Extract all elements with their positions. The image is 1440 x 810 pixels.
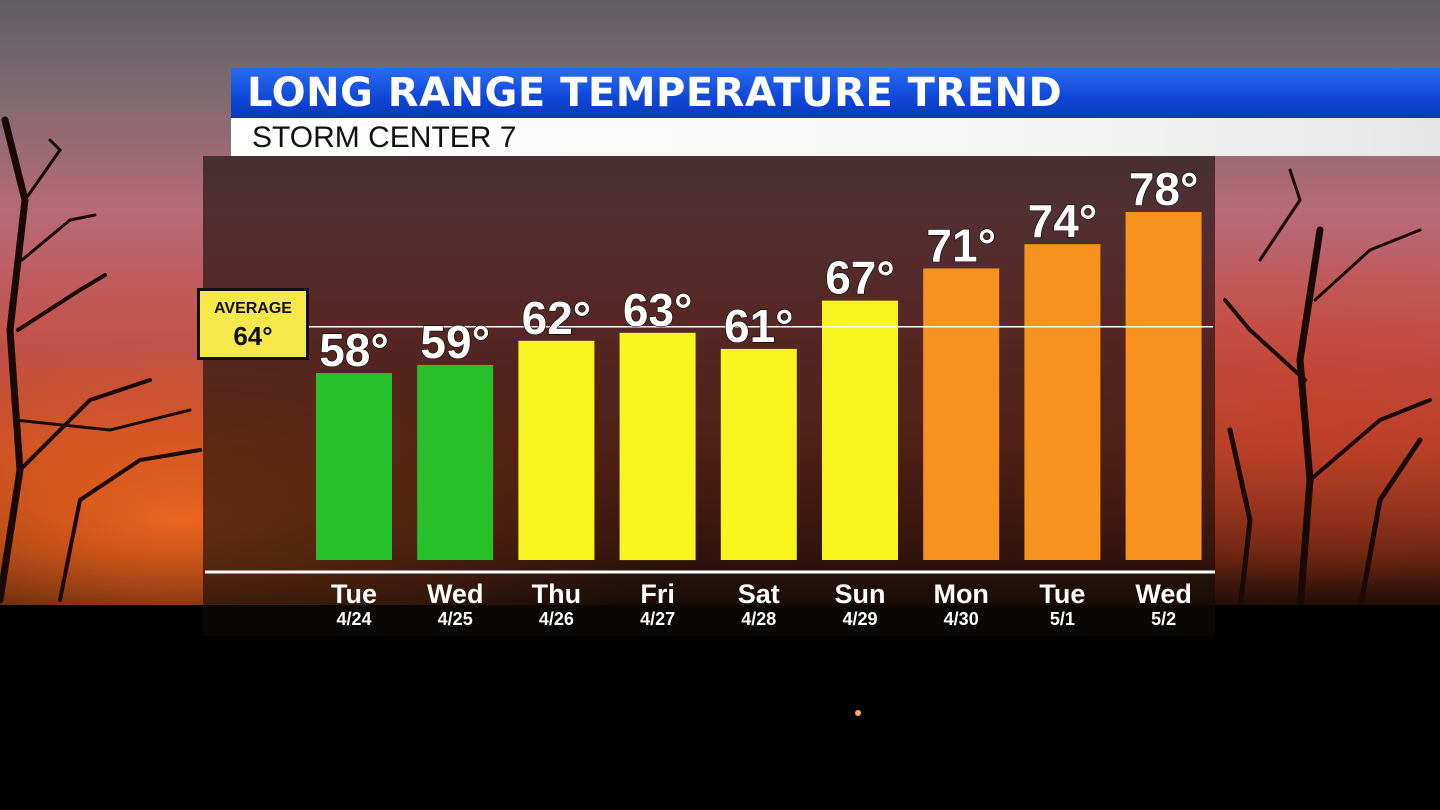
bar-value-label-7: 71° xyxy=(926,219,996,271)
bar-5 xyxy=(720,348,797,560)
day-label-1: Tue xyxy=(331,579,377,609)
average-badge: AVERAGE 64° xyxy=(197,288,309,360)
bar-value-label-3: 62° xyxy=(522,292,592,344)
date-label-4: 4/27 xyxy=(640,609,675,629)
bar-value-label-9: 78° xyxy=(1129,163,1199,215)
bar-8 xyxy=(1024,244,1101,560)
date-label-6: 4/29 xyxy=(842,609,877,629)
title-bar: LONG RANGE TEMPERATURE TREND xyxy=(231,68,1440,118)
bar-value-label-8: 74° xyxy=(1028,195,1098,247)
day-label-7: Mon xyxy=(933,579,988,609)
bar-7 xyxy=(923,268,1000,560)
bar-value-label-6: 67° xyxy=(825,252,895,304)
day-label-6: Sun xyxy=(835,579,886,609)
average-label: AVERAGE xyxy=(214,300,292,317)
page-title: LONG RANGE TEMPERATURE TREND xyxy=(247,70,1063,116)
average-value: 64° xyxy=(233,321,273,351)
day-label-9: Wed xyxy=(1135,579,1192,609)
bar-value-label-2: 59° xyxy=(420,316,490,368)
date-label-9: 5/2 xyxy=(1151,609,1176,629)
date-label-5: 4/28 xyxy=(741,609,776,629)
bar-9 xyxy=(1125,212,1202,560)
day-label-4: Fri xyxy=(640,579,675,609)
day-label-8: Tue xyxy=(1039,579,1085,609)
date-label-7: 4/30 xyxy=(944,609,979,629)
day-label-3: Thu xyxy=(532,579,581,609)
bar-value-label-4: 63° xyxy=(623,284,693,336)
bar-value-label-5: 61° xyxy=(724,300,794,352)
bar-value-label-1: 58° xyxy=(319,324,389,376)
station-name: STORM CENTER 7 xyxy=(252,121,517,154)
bar-1 xyxy=(316,373,392,560)
bar-6 xyxy=(822,300,898,560)
bar-4 xyxy=(619,332,696,561)
bar-2 xyxy=(417,364,494,560)
day-label-2: Wed xyxy=(427,579,484,609)
date-label-3: 4/26 xyxy=(539,609,574,629)
day-label-5: Sat xyxy=(738,579,780,609)
date-label-8: 5/1 xyxy=(1050,609,1075,629)
bar-3 xyxy=(518,340,595,560)
date-label-1: 4/24 xyxy=(336,609,371,629)
date-label-2: 4/25 xyxy=(438,609,473,629)
subtitle-bar: STORM CENTER 7 xyxy=(231,118,1440,156)
